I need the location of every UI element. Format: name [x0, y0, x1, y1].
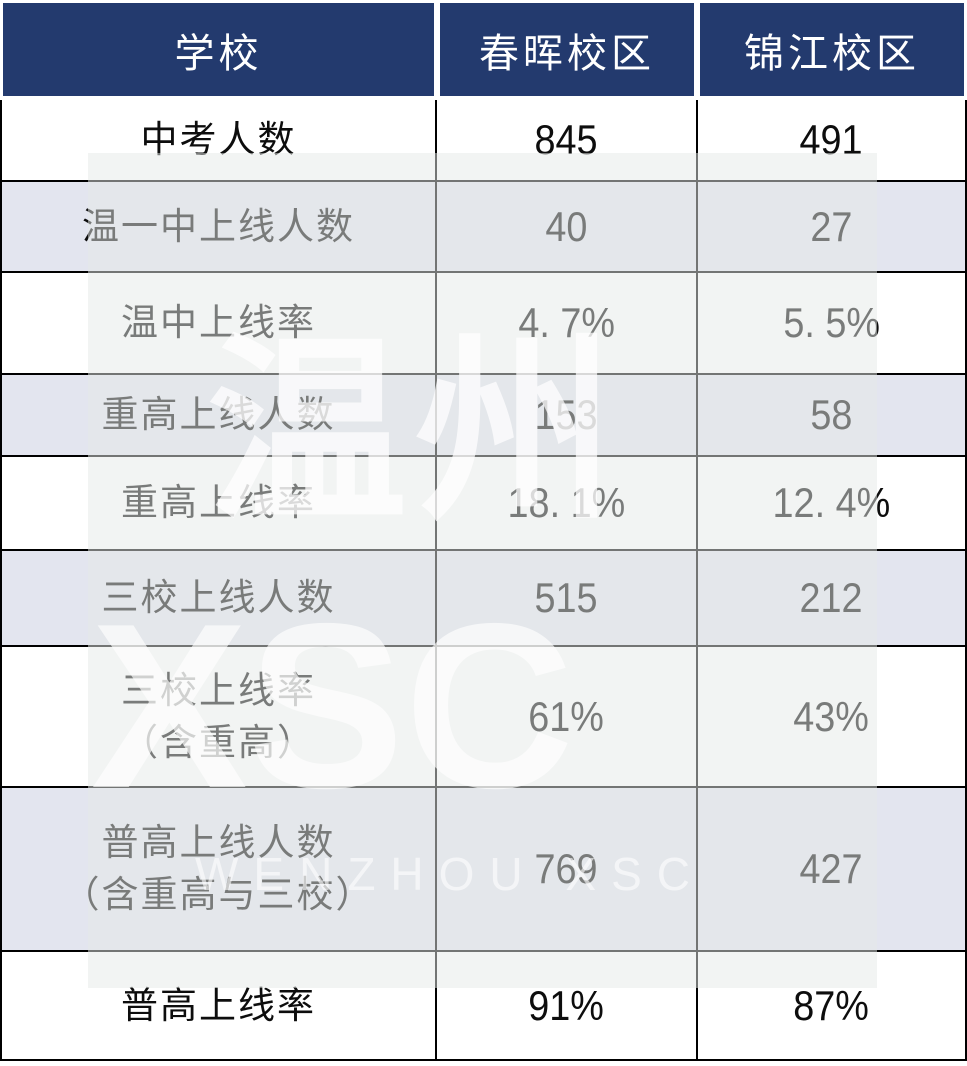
value-text: 427 [799, 845, 864, 892]
row-label: 三校上线率 （含重高） [0, 647, 437, 786]
value-text: 515 [534, 574, 599, 621]
header-cell-school: 学校 [3, 3, 434, 96]
row-label-line: 温中上线率 [121, 302, 316, 343]
value-chunhui: 515 [437, 551, 698, 645]
value-text: 4. 7% [518, 299, 615, 346]
results-table-image: 学校 春晖校区 锦江校区 中考人数 845 491 温一中上线人数 40 27 … [0, 3, 967, 1066]
table-row: 三校上线率 （含重高） 61% 43% [0, 647, 967, 788]
value-jinjiang: 58 [698, 375, 967, 455]
table-row: 温一中上线人数 40 27 [0, 182, 967, 273]
row-sublabel: （含重高） [121, 721, 316, 763]
row-label: 温一中上线人数 [0, 182, 437, 271]
value-text: 91% [528, 981, 605, 1029]
value-text: 5. 5% [783, 299, 880, 346]
value-chunhui: 4. 7% [437, 273, 698, 373]
header-cell-jinjiang: 锦江校区 [700, 3, 964, 96]
row-label-line: 重高上线率 [121, 482, 316, 523]
value-chunhui: 769 [437, 788, 698, 950]
value-jinjiang: 27 [698, 182, 967, 271]
value-chunhui: 91% [437, 952, 698, 1059]
value-text: 212 [799, 574, 864, 621]
value-text: 40 [545, 202, 588, 250]
row-label-line: 普高上线人数 [101, 822, 336, 863]
value-jinjiang: 427 [698, 788, 967, 950]
value-text: 12. 4% [772, 479, 891, 526]
row-label: 普高上线率 [0, 952, 437, 1059]
value-text: 87% [793, 981, 870, 1029]
row-label: 温中上线率 [0, 273, 437, 373]
value-jinjiang: 87% [698, 952, 967, 1059]
value-text: 18. 1% [507, 479, 626, 526]
row-label-line: 普高上线率 [121, 984, 316, 1026]
value-jinjiang: 491 [698, 100, 967, 180]
table-body: 中考人数 845 491 温一中上线人数 40 27 温中上线率 4. 7% 5… [0, 100, 967, 1061]
value-jinjiang: 43% [698, 647, 967, 786]
table-row: 普高上线人数 （含重高与三校） 769 427 [0, 788, 967, 952]
value-text: 27 [810, 202, 853, 250]
row-label-line: 三校上线人数 [101, 577, 336, 618]
row-label-line: 温一中上线人数 [82, 205, 355, 247]
value-chunhui: 153 [437, 375, 698, 455]
value-text: 43% [793, 692, 870, 740]
row-label: 普高上线人数 （含重高与三校） [0, 788, 437, 950]
value-chunhui: 61% [437, 647, 698, 786]
value-chunhui: 18. 1% [437, 457, 698, 549]
value-text: 61% [528, 692, 605, 740]
row-label-line: 三校上线率 [121, 669, 316, 711]
value-text: 845 [534, 116, 599, 163]
row-label: 中考人数 [0, 100, 437, 180]
table-row: 中考人数 845 491 [0, 100, 967, 182]
table-row: 普高上线率 91% 87% [0, 952, 967, 1061]
table-row: 重高上线人数 153 58 [0, 375, 967, 457]
row-label: 三校上线人数 [0, 551, 437, 645]
header-cell-chunhui: 春晖校区 [440, 3, 694, 96]
row-sublabel: （含重高与三校） [62, 874, 375, 915]
table-row: 重高上线率 18. 1% 12. 4% [0, 457, 967, 551]
value-text: 491 [799, 116, 864, 163]
value-jinjiang: 212 [698, 551, 967, 645]
value-jinjiang: 5. 5% [698, 273, 967, 373]
value-jinjiang: 12. 4% [698, 457, 967, 549]
row-label-line: 中考人数 [140, 119, 297, 160]
row-label: 重高上线率 [0, 457, 437, 549]
table-header: 学校 春晖校区 锦江校区 [3, 3, 964, 96]
value-text: 769 [534, 845, 599, 892]
value-text: 58 [810, 391, 853, 438]
value-chunhui: 40 [437, 182, 698, 271]
row-label-line: 重高上线人数 [101, 394, 336, 435]
value-chunhui: 845 [437, 100, 698, 180]
table-row: 三校上线人数 515 212 [0, 551, 967, 647]
row-label: 重高上线人数 [0, 375, 437, 455]
value-text: 153 [534, 391, 599, 438]
table-row: 温中上线率 4. 7% 5. 5% [0, 273, 967, 375]
